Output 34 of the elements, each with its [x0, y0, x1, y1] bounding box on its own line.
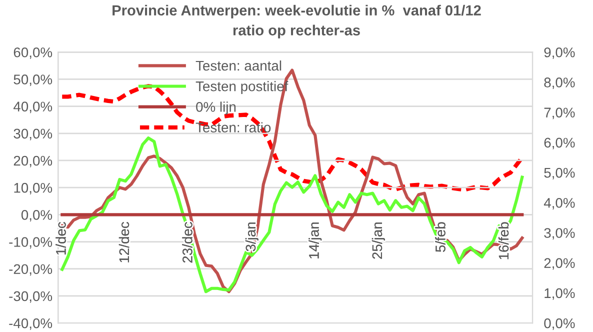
y-tick-label: 0,0%: [21, 210, 52, 222]
y-tick-label: -10,0%: [9, 237, 52, 249]
y2-tick-label: 1,0%: [544, 288, 575, 300]
legend-label: Testen: aantal: [196, 60, 282, 71]
y-tick-label: 50,0%: [14, 74, 52, 86]
chart-subtitle: ratio op rechter-as: [233, 24, 360, 38]
x-tick-label: 14/jan: [308, 222, 322, 258]
y-tick-label: 30,0%: [14, 128, 52, 140]
y-tick-label: 60,0%: [14, 47, 52, 59]
y-tick-label: 40,0%: [14, 102, 52, 114]
y2-tick-label: 0,0%: [544, 318, 575, 330]
x-tick-label: 12/dec: [118, 222, 130, 262]
y-tick-label: -40,0%: [9, 318, 52, 330]
y2-tick-label: 7,0%: [544, 108, 575, 120]
y-tick-label: -20,0%: [9, 264, 52, 276]
y2-tick-label: 8,0%: [544, 78, 575, 90]
legend-label: 0% lijn: [196, 102, 236, 115]
x-tick-label: 23/dec: [182, 222, 192, 263]
y2-tick-label: 6,0%: [544, 138, 575, 150]
x-tick-label: 25/jan: [372, 222, 385, 259]
legend-label: Testen: ratio: [196, 122, 271, 132]
x-tick-label: 16/feb: [498, 222, 509, 260]
y2-tick-label: 9,0%: [544, 47, 575, 59]
x-tick-label: 3/jan: [245, 222, 258, 252]
y-tick-label: -30,0%: [9, 291, 52, 303]
y-tick-label: 10,0%: [14, 182, 52, 194]
y2-tick-label: 4,0%: [544, 198, 575, 210]
y2-tick-label: 3,0%: [544, 228, 575, 240]
y2-tick-label: 5,0%: [544, 168, 575, 180]
y2-tick-label: 2,0%: [544, 258, 575, 270]
chart-title: Provincie Antwerpen: week-evolutie in % vanaf 01/12: [112, 4, 481, 18]
x-tick-label: 5/feb: [435, 222, 446, 252]
y-tick-label: 20,0%: [14, 156, 52, 168]
x-tick-label: 1/dec: [56, 222, 66, 255]
